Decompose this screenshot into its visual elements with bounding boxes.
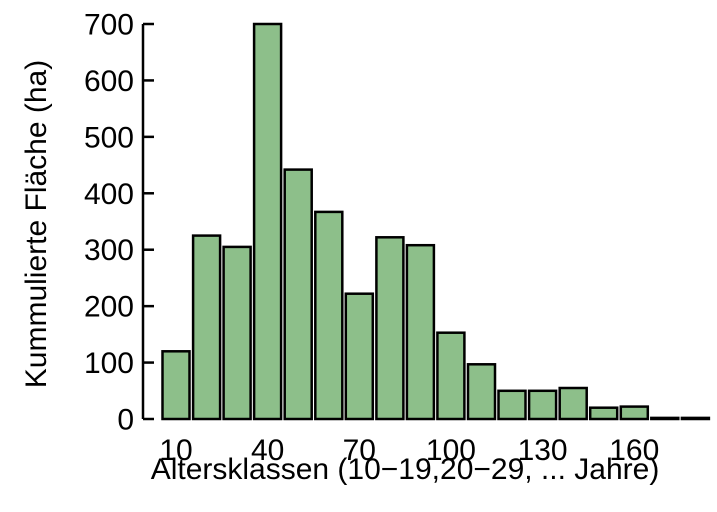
x-axis-title: Altersklassen (10−19,20−29, ... Jahre) — [151, 453, 660, 486]
bar-180 — [680, 416, 711, 421]
bars-group — [161, 22, 711, 421]
bar-100 — [436, 331, 466, 421]
bar-70 — [344, 292, 375, 421]
x-tick-label: 130 — [518, 434, 568, 467]
x-tick-label: 10 — [159, 434, 192, 467]
bar-90 — [405, 243, 436, 421]
x-axis: 10 40 70 100 130 160 — [159, 434, 659, 467]
x-tick-label: 40 — [251, 434, 284, 467]
y-tick-label: 700 — [84, 9, 134, 42]
bar-20 — [191, 234, 222, 421]
bar-30 — [222, 245, 252, 421]
x-tick-label: 100 — [426, 434, 476, 467]
y-tick-label: 300 — [84, 234, 134, 267]
y-tick-label: 400 — [84, 178, 134, 211]
bar-150 — [588, 406, 619, 421]
bar-130 — [527, 389, 558, 421]
y-axis: 0 100 200 300 400 500 600 700 — [84, 9, 154, 437]
x-tick-label: 70 — [343, 434, 376, 467]
bar-40 — [252, 22, 283, 421]
bar-120 — [497, 389, 527, 421]
bar-50 — [283, 168, 313, 421]
y-tick-label: 500 — [84, 121, 134, 154]
bar-80 — [375, 236, 405, 421]
y-axis-title: Kummulierte Fläche (ha) — [20, 60, 53, 388]
bar-60 — [314, 210, 344, 421]
bar-170 — [650, 416, 680, 421]
y-tick-label: 200 — [84, 291, 134, 324]
y-tick-label: 600 — [84, 65, 134, 98]
x-tick-label: 160 — [609, 434, 659, 467]
bar-10 — [161, 350, 191, 421]
bar-140 — [558, 386, 588, 421]
y-tick-label: 0 — [117, 404, 134, 437]
y-tick-label: 100 — [84, 347, 134, 380]
bar-160 — [619, 405, 650, 421]
bar-110 — [466, 363, 497, 421]
